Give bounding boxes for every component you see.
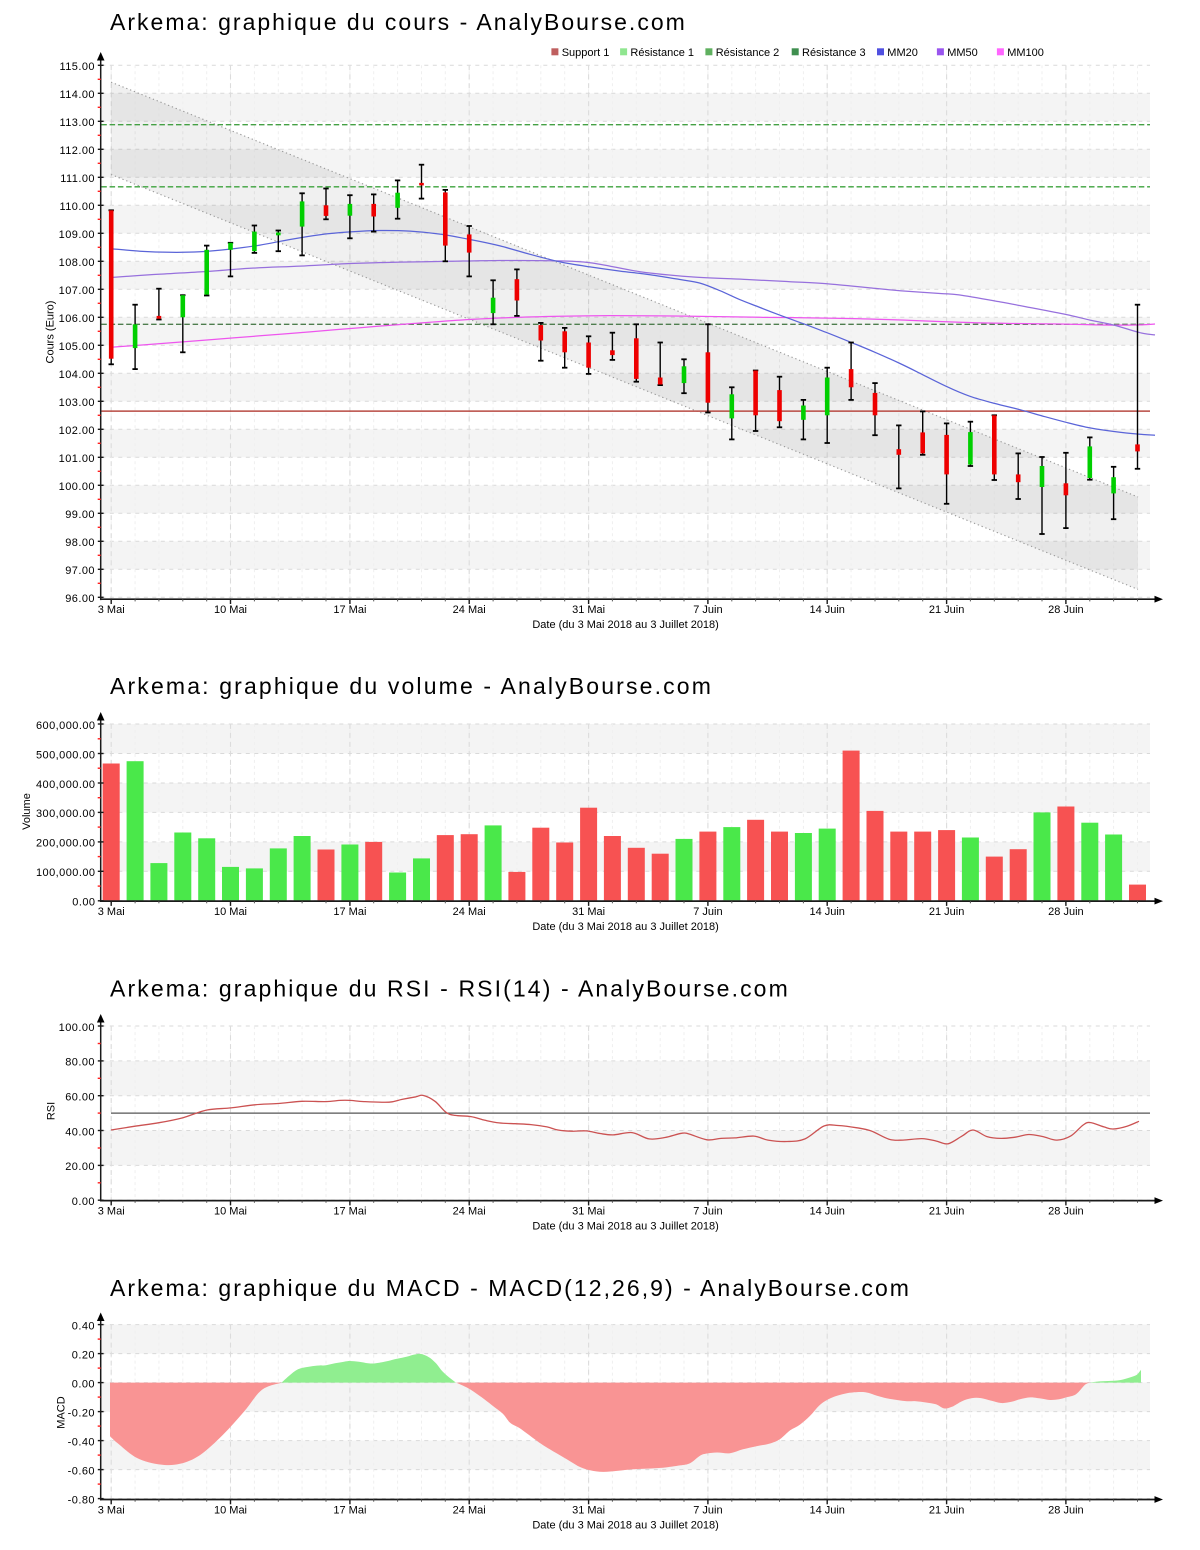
svg-text:113.00: 113.00 <box>59 117 95 129</box>
svg-text:100,000.00: 100,000.00 <box>36 867 96 879</box>
svg-text:106.00: 106.00 <box>59 313 95 325</box>
svg-text:3 Mai: 3 Mai <box>98 1504 125 1516</box>
svg-text:20.00: 20.00 <box>65 1161 95 1173</box>
svg-text:Date (du 3 Mai 2018 au 3 Juill: Date (du 3 Mai 2018 au 3 Juillet 2018) <box>532 921 719 933</box>
svg-text:Cours (Euro): Cours (Euro) <box>45 301 57 364</box>
svg-text:10 Mai: 10 Mai <box>214 1205 247 1217</box>
svg-text:31 Mai: 31 Mai <box>572 604 605 616</box>
svg-text:17 Mai: 17 Mai <box>333 906 366 918</box>
svg-text:RSI: RSI <box>46 1102 58 1120</box>
svg-text:99.00: 99.00 <box>65 509 95 521</box>
svg-text:17 Mai: 17 Mai <box>333 1205 366 1217</box>
svg-text:600,000.00: 600,000.00 <box>36 720 96 732</box>
svg-text:7 Juin: 7 Juin <box>693 1504 722 1516</box>
svg-text:400,000.00: 400,000.00 <box>36 779 96 791</box>
svg-text:28 Juin: 28 Juin <box>1048 906 1083 918</box>
svg-text:0.00: 0.00 <box>72 897 95 909</box>
svg-text:-0.80: -0.80 <box>68 1494 95 1506</box>
svg-text:21 Juin: 21 Juin <box>929 1205 964 1217</box>
svg-text:14 Juin: 14 Juin <box>809 604 844 616</box>
svg-text:31 Mai: 31 Mai <box>572 906 605 918</box>
svg-text:114.00: 114.00 <box>59 89 95 101</box>
svg-text:109.00: 109.00 <box>59 229 95 241</box>
svg-text:60.00: 60.00 <box>65 1092 95 1104</box>
svg-text:28 Juin: 28 Juin <box>1048 1205 1083 1217</box>
svg-text:17 Mai: 17 Mai <box>333 1504 366 1516</box>
svg-text:3 Mai: 3 Mai <box>98 604 125 616</box>
svg-text:31 Mai: 31 Mai <box>572 1205 605 1217</box>
svg-text:14 Juin: 14 Juin <box>809 1504 844 1516</box>
svg-text:98.00: 98.00 <box>65 537 95 549</box>
svg-text:21 Juin: 21 Juin <box>929 906 964 918</box>
svg-text:0.40: 0.40 <box>72 1320 95 1332</box>
svg-text:Date (du 3 Mai 2018 au 3 Juill: Date (du 3 Mai 2018 au 3 Juillet 2018) <box>532 1220 719 1232</box>
svg-text:Date (du 3 Mai 2018 au 3 Juill: Date (du 3 Mai 2018 au 3 Juillet 2018) <box>532 619 719 631</box>
svg-text:31 Mai: 31 Mai <box>572 1504 605 1516</box>
svg-text:112.00: 112.00 <box>59 145 95 157</box>
svg-text:7 Juin: 7 Juin <box>693 1205 722 1217</box>
svg-text:108.00: 108.00 <box>59 257 95 269</box>
svg-text:Arkema: graphique du cours - A: Arkema: graphique du cours - AnalyBourse… <box>110 9 687 35</box>
svg-text:200,000.00: 200,000.00 <box>36 838 96 850</box>
svg-text:14 Juin: 14 Juin <box>809 1205 844 1217</box>
svg-text:Support 1: Support 1 <box>562 47 610 59</box>
svg-text:-0.20: -0.20 <box>68 1407 95 1419</box>
svg-text:300,000.00: 300,000.00 <box>36 808 96 820</box>
svg-text:0.00: 0.00 <box>72 1196 95 1208</box>
svg-text:96.00: 96.00 <box>65 593 95 605</box>
svg-text:105.00: 105.00 <box>59 341 95 353</box>
svg-text:10 Mai: 10 Mai <box>214 1504 247 1516</box>
svg-text:Résistance 1: Résistance 1 <box>630 47 694 59</box>
svg-text:Volume: Volume <box>21 793 33 830</box>
svg-text:7 Juin: 7 Juin <box>693 906 722 918</box>
svg-text:Arkema: graphique du volume -: Arkema: graphique du volume - AnalyBours… <box>110 673 713 699</box>
svg-text:17 Mai: 17 Mai <box>333 604 366 616</box>
svg-text:97.00: 97.00 <box>65 565 95 577</box>
svg-text:-0.40: -0.40 <box>68 1436 95 1448</box>
svg-text:0.20: 0.20 <box>72 1349 95 1361</box>
svg-text:Résistance 3: Résistance 3 <box>802 47 866 59</box>
svg-text:103.00: 103.00 <box>59 397 95 409</box>
svg-text:28 Juin: 28 Juin <box>1048 604 1083 616</box>
svg-text:101.00: 101.00 <box>59 453 95 465</box>
svg-text:80.00: 80.00 <box>65 1057 95 1069</box>
svg-text:14 Juin: 14 Juin <box>809 906 844 918</box>
svg-text:-0.60: -0.60 <box>68 1465 95 1477</box>
svg-text:100.00: 100.00 <box>59 1022 95 1034</box>
svg-text:3 Mai: 3 Mai <box>98 1205 125 1217</box>
svg-text:MM20: MM20 <box>887 47 918 59</box>
svg-text:115.00: 115.00 <box>59 61 95 73</box>
svg-text:0.00: 0.00 <box>72 1378 95 1390</box>
svg-text:100.00: 100.00 <box>59 481 95 493</box>
svg-text:10 Mai: 10 Mai <box>214 604 247 616</box>
svg-text:21 Juin: 21 Juin <box>929 604 964 616</box>
svg-text:3 Mai: 3 Mai <box>98 906 125 918</box>
svg-text:24 Mai: 24 Mai <box>453 1205 486 1217</box>
svg-text:102.00: 102.00 <box>59 425 95 437</box>
svg-text:24 Mai: 24 Mai <box>453 604 486 616</box>
svg-text:500,000.00: 500,000.00 <box>36 749 96 761</box>
svg-text:110.00: 110.00 <box>59 201 95 213</box>
svg-text:Résistance 2: Résistance 2 <box>716 47 780 59</box>
svg-text:28 Juin: 28 Juin <box>1048 1504 1083 1516</box>
svg-text:MM100: MM100 <box>1007 47 1044 59</box>
svg-text:Arkema: graphique du MACD - MA: Arkema: graphique du MACD - MACD(12,26,9… <box>110 1275 911 1301</box>
svg-text:40.00: 40.00 <box>65 1126 95 1138</box>
svg-text:21 Juin: 21 Juin <box>929 1504 964 1516</box>
svg-text:7 Juin: 7 Juin <box>693 604 722 616</box>
svg-text:Arkema: graphique du RSI - RSI: Arkema: graphique du RSI - RSI(14) - Ana… <box>110 976 790 1002</box>
svg-text:24 Mai: 24 Mai <box>453 1504 486 1516</box>
svg-text:Date (du 3 Mai 2018 au 3 Juill: Date (du 3 Mai 2018 au 3 Juillet 2018) <box>532 1519 719 1531</box>
svg-text:107.00: 107.00 <box>59 285 95 297</box>
svg-text:MACD: MACD <box>55 1396 67 1428</box>
svg-text:10 Mai: 10 Mai <box>214 906 247 918</box>
svg-text:104.00: 104.00 <box>59 369 95 381</box>
svg-text:111.00: 111.00 <box>60 173 95 185</box>
svg-text:MM50: MM50 <box>947 47 978 59</box>
svg-text:24 Mai: 24 Mai <box>453 906 486 918</box>
